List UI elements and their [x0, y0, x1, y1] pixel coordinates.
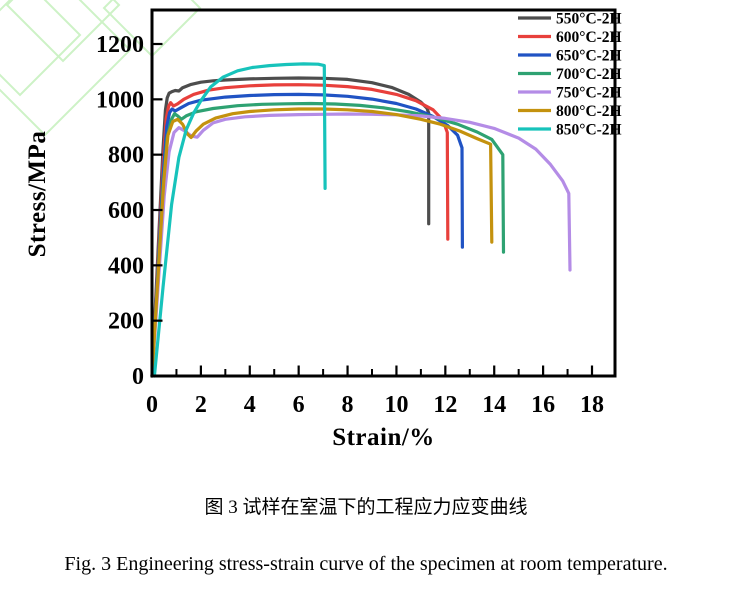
- x-tick-label: 2: [195, 392, 207, 418]
- x-tick-label: 18: [580, 392, 604, 418]
- y-axis-title: Stress/MPa: [24, 130, 51, 258]
- legend-label-3: 650°C-2H: [556, 48, 622, 65]
- y-tick-label: 1000: [96, 87, 144, 113]
- watermark-diamond: [5, 0, 121, 63]
- x-axis-title: Strain/%: [332, 424, 435, 451]
- y-tick-label: 200: [108, 309, 144, 335]
- x-tick-label: 0: [146, 392, 158, 418]
- caption-chinese: 图 3 试样在室温下的工程应力应变曲线: [204, 497, 528, 518]
- x-tick-label: 4: [244, 392, 256, 418]
- x-tick-label: 14: [482, 392, 506, 418]
- y-tick-label: 400: [108, 253, 144, 279]
- series-curve-7502: [150, 112, 572, 378]
- legend-label-6: 800°C-2H: [556, 103, 622, 120]
- watermark-diamond: [0, 0, 82, 97]
- x-tick-label: 16: [531, 392, 555, 418]
- plot-frame: [150, 8, 617, 378]
- x-tick-label: 12: [433, 392, 457, 418]
- legend-label-5: 750°C-2H: [556, 85, 622, 102]
- caption-english: Fig. 3 Engineering stress-strain curve o…: [64, 553, 668, 575]
- y-tick-label: 1200: [96, 32, 144, 58]
- legend-label-7: 850°C-2H: [556, 122, 622, 139]
- legend-label-4: 700°C-2H: [556, 66, 622, 83]
- x-tick-label: 6: [293, 392, 305, 418]
- stress-strain-chart: 0 2 4 6 8 10 12 14 16 18 0 200 400 600 800 1000 1200 550°…: [96, 8, 622, 418]
- series-curve-5502: [150, 76, 431, 378]
- legend-label-1: 550°C-2H: [556, 11, 622, 28]
- series-curve-8502: [152, 62, 327, 378]
- y-tick-label: 0: [132, 364, 144, 390]
- x-tick-label: 10: [384, 392, 408, 418]
- legend-label-2: 600°C-2H: [556, 29, 622, 46]
- series-curve-6002: [150, 83, 450, 378]
- y-tick-label: 800: [108, 143, 144, 169]
- series-curve-7002: [150, 101, 506, 378]
- series-curve-8002: [150, 107, 494, 378]
- watermark-diamond: [0, 0, 132, 137]
- y-tick-label: 600: [108, 198, 144, 224]
- x-tick-label: 8: [342, 392, 354, 418]
